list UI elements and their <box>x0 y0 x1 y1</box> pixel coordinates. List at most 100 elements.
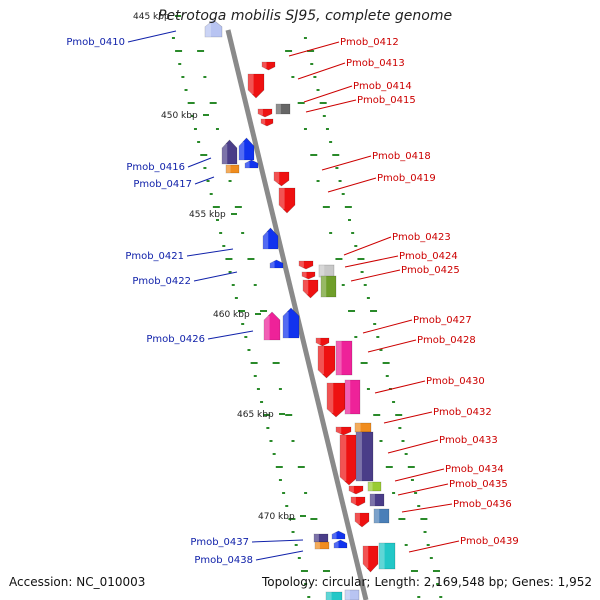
gene-arrow-shine <box>340 435 347 481</box>
gene-arrow-forward <box>301 271 316 280</box>
gene-label-right: Pmob_0425 <box>401 265 460 276</box>
gene-box <box>373 508 390 524</box>
gene-label-right: Pmob_0439 <box>460 536 519 547</box>
gene-box <box>378 542 396 570</box>
gene-label-left: Pmob_0426 <box>146 334 205 345</box>
gene-arrow-forward <box>339 434 359 486</box>
gene-label-right: Pmob_0434 <box>445 464 504 475</box>
leader-line <box>193 271 238 282</box>
gene-label-right: Pmob_0433 <box>439 435 498 446</box>
gene-box <box>320 275 337 298</box>
gene-label-left: Pmob_0422 <box>132 276 191 287</box>
gene-label-right: Pmob_0428 <box>417 335 476 346</box>
gene-arrow-reverse <box>244 159 259 169</box>
gene-arrow-forward <box>257 108 273 118</box>
gene-arrow-reverse <box>269 259 284 269</box>
gene-arrow-shine <box>349 486 354 493</box>
gene-arrow-forward <box>278 187 296 214</box>
leader-line <box>343 236 392 256</box>
gene-box-shine <box>314 534 319 542</box>
gene-arrow-shine <box>222 144 228 164</box>
scale-label: 455 kbp <box>189 210 226 220</box>
leader-line <box>305 99 357 113</box>
gene-arrow-shine <box>261 119 266 125</box>
gene-label-right: Pmob_0436 <box>453 499 512 510</box>
length-text: Length: 2,169,548 bp; <box>374 575 508 589</box>
gene-arrow-reverse <box>333 539 348 549</box>
gene-arrow-forward <box>326 382 346 418</box>
leader-line <box>321 155 372 171</box>
gene-label-right: Pmob_0412 <box>340 37 399 48</box>
gene-arrow-forward <box>273 171 290 187</box>
gene-label-right: Pmob_0427 <box>413 315 472 326</box>
gene-labels: Pmob_0410 Pmob_0416 Pmob_0417 Pmob_0421 Pmob… <box>66 37 518 566</box>
leader-line <box>387 439 439 454</box>
scale-label: 465 kbp <box>237 410 274 420</box>
gene-arrow-forward <box>350 496 366 507</box>
gene-arrow-shine <box>318 346 324 374</box>
leader-line <box>327 177 377 193</box>
gene-label-right: Pmob_0423 <box>392 232 451 243</box>
gene-box <box>344 379 361 415</box>
gene-arrow-shine <box>327 383 334 413</box>
gene-box-shine <box>368 482 373 491</box>
leader-line <box>383 411 433 424</box>
gene-arrow-forward <box>261 61 276 71</box>
scale-label: 470 kbp <box>258 512 295 522</box>
gene-box-shine <box>321 276 327 297</box>
gene-arrow-shine <box>336 427 342 434</box>
gene-box <box>275 103 291 115</box>
gene-arrow-reverse <box>238 137 255 161</box>
gene-box-shine <box>319 265 325 277</box>
gene-arrow-forward <box>302 279 319 299</box>
gene-label-right: Pmob_0414 <box>353 81 412 92</box>
genes-count-text: Genes: 1,952 <box>511 575 593 589</box>
gene-arrow-shine <box>248 74 254 94</box>
leader-line <box>255 550 304 561</box>
gene-arrow-forward <box>354 512 370 528</box>
gene-box-shine <box>226 165 231 173</box>
gene-label-right: Pmob_0432 <box>433 407 492 418</box>
gene-arrow-reverse <box>331 530 346 540</box>
gene-box <box>367 481 382 492</box>
genome-summary: Topology: circular; Length: 2,169,548 bp;… <box>262 575 592 589</box>
gene-arrow-shine <box>274 172 280 184</box>
gene-arrow-shine <box>355 513 360 525</box>
gene-arrow-shine <box>279 188 285 209</box>
leader-line <box>207 330 254 340</box>
gene-arrow-forward <box>298 260 314 270</box>
gene-box-shine <box>315 542 320 549</box>
gene-arrow-shine <box>264 316 270 340</box>
gene-arrow-forward <box>362 545 379 573</box>
gene-arrow-forward <box>315 337 330 347</box>
gene-box <box>225 164 240 174</box>
leader-line <box>288 41 340 57</box>
gene-arrow-reverse <box>204 19 223 38</box>
gene-box-shine <box>374 509 380 523</box>
leader-line <box>344 255 399 268</box>
leader-line <box>194 176 215 185</box>
scale-label: 445 kbp <box>133 12 170 22</box>
gene-arrow-shine <box>258 109 263 116</box>
gene-box <box>355 431 374 482</box>
gene-label-right: Pmob_0419 <box>377 173 436 184</box>
gene-label-right: Pmob_0424 <box>399 251 458 262</box>
gene-box <box>314 541 330 550</box>
gene-arrow-shine <box>239 142 245 160</box>
gene-arrow-shine <box>302 272 307 278</box>
leader-line <box>397 483 449 496</box>
leader-line <box>367 339 417 353</box>
gene-label-right: Pmob_0415 <box>357 95 416 106</box>
gene-label-right: Pmob_0418 <box>372 151 431 162</box>
gene-box <box>325 591 343 600</box>
gene-label-right: Pmob_0413 <box>346 58 405 69</box>
scale-label: 450 kbp <box>161 111 198 121</box>
gene-box-shine <box>336 341 342 375</box>
gene-arrow-shine <box>283 312 289 338</box>
leader-line <box>408 540 460 553</box>
gene-label-right: Pmob_0435 <box>449 479 508 490</box>
gene-label-left: Pmob_0410 <box>66 37 125 48</box>
gene-arrow-forward <box>348 485 364 495</box>
gene-arrow-reverse <box>282 307 300 339</box>
leader-line <box>303 85 353 103</box>
